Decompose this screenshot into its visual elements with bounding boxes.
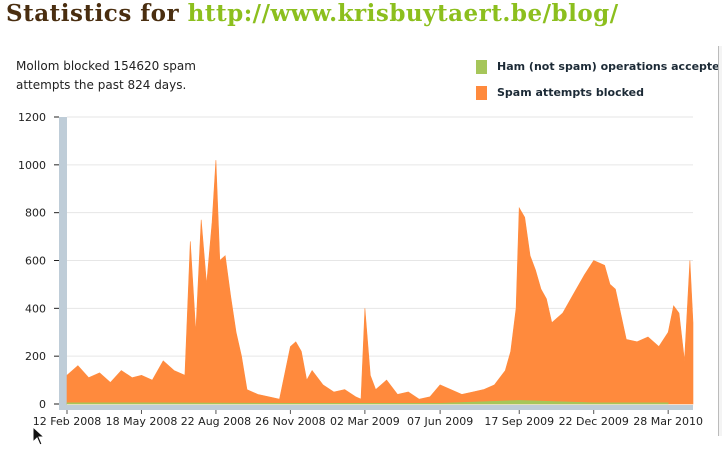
series-areas <box>66 160 694 405</box>
legend-swatch-spam <box>476 86 487 100</box>
axes <box>54 116 693 414</box>
xtick-label-7: 22 Dec 2009 <box>559 415 629 428</box>
ytick-label-1200: 1200 <box>18 111 46 124</box>
ytick-label-800: 800 <box>25 207 46 220</box>
xtick-label-6: 17 Sep 2009 <box>484 415 554 428</box>
xtick-label-8: 28 Mar 2010 <box>633 415 703 428</box>
ytick-label-1000: 1000 <box>18 159 46 172</box>
series-area-0 <box>66 400 669 405</box>
spam-summary-text: Mollom blocked 154620 spam attempts the … <box>16 59 196 92</box>
ytick-label-200: 200 <box>25 350 46 363</box>
legend-label-spam: Spam attempts blocked <box>497 86 644 99</box>
title-prefix: Statistics for <box>6 0 180 27</box>
page-title: Statistics for http://www.krisbuytaert.b… <box>6 0 619 27</box>
xtick-label-0: 12 Feb 2008 <box>33 415 101 428</box>
xtick-label-1: 18 May 2008 <box>106 415 178 428</box>
x-axis-bar <box>59 405 693 410</box>
legend-swatch-ham <box>476 60 487 74</box>
series-area-1 <box>66 160 694 405</box>
xtick-label-4: 02 Mar 2009 <box>330 415 400 428</box>
legend-label-ham: Ham (not spam) operations accepted <box>497 60 722 73</box>
ytick-label-600: 600 <box>25 255 46 268</box>
xtick-label-5: 07 Jun 2009 <box>407 415 473 428</box>
ytick-label-400: 400 <box>25 302 46 315</box>
y-axis-bar <box>59 117 67 409</box>
xtick-label-2: 22 Aug 2008 <box>181 415 251 428</box>
mouse-cursor-icon <box>32 426 46 446</box>
xtick-label-3: 26 Nov 2008 <box>255 415 325 428</box>
tick-labels: 0 200 400 600 800 1000 1200 12 Feb 2008 18 May 2… <box>18 111 703 428</box>
ytick-label-0: 0 <box>39 398 46 411</box>
right-scroll-strip <box>718 46 722 436</box>
title-url-link[interactable]: http://www.krisbuytaert.be/blog/ <box>187 0 619 27</box>
